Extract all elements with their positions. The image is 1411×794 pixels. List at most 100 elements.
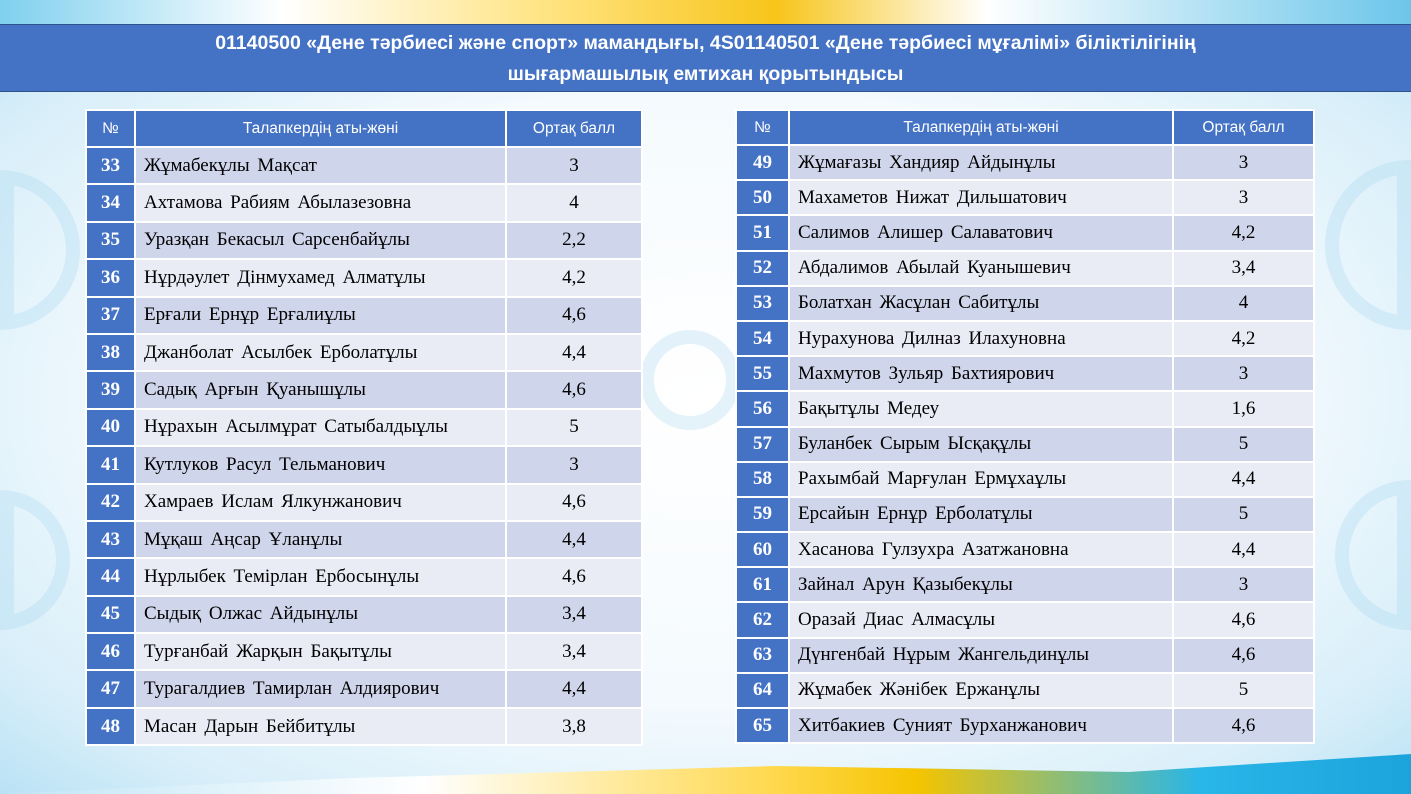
applicant-name: Уразқан Бекасыл Сарсенбайұлы	[134, 220, 507, 261]
table-row: 58 Рахымбай Марғулан Ермұхаұлы 4,4	[735, 460, 1315, 498]
average-score: 3	[505, 445, 643, 485]
average-score: 4	[1172, 284, 1315, 322]
row-number: 56	[735, 390, 790, 428]
average-score: 4,4	[1172, 531, 1315, 569]
table-row: 60 Хасанова Гулзухра Азатжановна 4,4	[735, 531, 1315, 569]
table-row: 61 Зайнал Арун Қазыбекұлы 3	[735, 566, 1315, 604]
decorative-ornament	[1325, 160, 1411, 330]
applicant-name: Оразай Диас Алмасұлы	[788, 601, 1174, 639]
row-number: 50	[735, 179, 790, 217]
applicant-name: Нурахунова Дилназ Илахуновна	[788, 319, 1174, 358]
average-score: 3,8	[505, 706, 643, 747]
applicant-name: Махмутов Зульяр Бахтиярович	[788, 355, 1174, 393]
applicant-name: Махаметов Нижат Дильшатович	[788, 179, 1174, 217]
applicant-name: Рахымбай Марғулан Ермұхаұлы	[788, 460, 1174, 498]
row-number: 35	[85, 220, 136, 261]
applicant-name: Садық Арғын Қуанышұлы	[134, 370, 507, 410]
table-row: 39 Садық Арғын Қуанышұлы 4,6	[85, 370, 643, 410]
table-row: 46 Турғанбай Жарқын Бақытұлы 3,4	[85, 632, 643, 672]
column-header-name: Талапкердің аты-жөні	[134, 109, 507, 148]
average-score: 5	[505, 407, 643, 448]
applicant-name: Турғанбай Жарқын Бақытұлы	[134, 632, 507, 672]
row-number: 53	[735, 284, 790, 322]
decorative-ornament	[1335, 480, 1411, 630]
applicant-name: Жұмағазы Хандияр Айдынұлы	[788, 143, 1174, 182]
table-row: 48 Масан Дарын Бейбитұлы 3,8	[85, 706, 643, 747]
applicant-name: Нұрлыбек Темірлан Ербосынұлы	[134, 557, 507, 597]
decorative-ornament	[0, 170, 80, 330]
average-score: 5	[1172, 671, 1315, 710]
average-score: 3	[1172, 566, 1315, 604]
applicant-name: Турагалдиев Тамирлан Алдиярович	[134, 669, 507, 709]
applicant-name: Джанболат Асылбек Ерболатұлы	[134, 332, 507, 373]
title-line-1: 01140500 «Дене тәрбиесі және спорт» мама…	[215, 32, 1196, 54]
average-score: 3	[1172, 355, 1315, 393]
row-number: 41	[85, 445, 136, 485]
applicant-name: Ерсайын Ернұр Ерболатұлы	[788, 495, 1174, 534]
applicant-name: Дүнгенбай Нұрым Жангельдинұлы	[788, 636, 1174, 674]
average-score: 3,4	[505, 632, 643, 672]
average-score: 4,4	[1172, 460, 1315, 498]
average-score: 4,2	[1172, 319, 1315, 358]
row-number: 45	[85, 594, 136, 635]
table-row: 47 Турагалдиев Тамирлан Алдиярович 4,4	[85, 669, 643, 709]
applicant-name: Болатхан Жасұлан Сабитұлы	[788, 284, 1174, 322]
table-row: 37 Ерғали Ернұр Ерғалиұлы 4,6	[85, 295, 643, 335]
decorative-ornament	[0, 490, 70, 630]
row-number: 51	[735, 214, 790, 252]
applicant-name: Бақытұлы Медеу	[788, 390, 1174, 428]
decorative-bottom-banner	[0, 754, 1411, 794]
table-row: 64 Жұмабек Жәнібек Ержанұлы 5	[735, 671, 1315, 710]
average-score: 4,6	[1172, 601, 1315, 639]
row-number: 57	[735, 425, 790, 463]
table-row: 40 Нұрахын Асылмұрат Сатыбалдыұлы 5	[85, 407, 643, 448]
row-number: 48	[85, 706, 136, 747]
row-number: 37	[85, 295, 136, 335]
applicant-name: Хитбакиев Суният Бурханжанович	[788, 706, 1174, 745]
table-row: 57 Буланбек Сырым Ысқақұлы 5	[735, 425, 1315, 463]
average-score: 1,6	[1172, 390, 1315, 428]
table-header-row: № Талапкердің аты-жөні Ортақ балл	[735, 109, 1315, 146]
column-header-name: Талапкердің аты-жөні	[788, 109, 1174, 146]
table-row: 34 Ахтамова Рабиям Абылазезовна 4	[85, 183, 643, 223]
results-table-right: № Талапкердің аты-жөні Ортақ балл 49 Жұма…	[735, 109, 1315, 745]
average-score: 3,4	[1172, 249, 1315, 287]
table-row: 36 Нұрдәулет Дінмухамед Алматұлы 4,2	[85, 258, 643, 298]
row-number: 63	[735, 636, 790, 674]
row-number: 62	[735, 601, 790, 639]
average-score: 4,2	[1172, 214, 1315, 252]
row-number: 54	[735, 319, 790, 358]
row-number: 39	[85, 370, 136, 410]
table-row: 53 Болатхан Жасұлан Сабитұлы 4	[735, 284, 1315, 322]
row-number: 52	[735, 249, 790, 287]
applicant-name: Хасанова Гулзухра Азатжановна	[788, 531, 1174, 569]
average-score: 4,6	[505, 295, 643, 335]
decorative-top-banner	[0, 0, 1411, 24]
average-score: 2,2	[505, 220, 643, 261]
column-header-score: Ортақ балл	[505, 109, 643, 148]
average-score: 4,6	[1172, 706, 1315, 745]
average-score: 4,4	[505, 669, 643, 709]
table-row: 55 Махмутов Зульяр Бахтиярович 3	[735, 355, 1315, 393]
row-number: 44	[85, 557, 136, 597]
applicant-name: Жұмабекұлы Мақсат	[134, 145, 507, 186]
average-score: 3	[1172, 179, 1315, 217]
column-header-number: №	[85, 109, 136, 148]
table-row: 35 Уразқан Бекасыл Сарсенбайұлы 2,2	[85, 220, 643, 261]
table-row: 49 Жұмағазы Хандияр Айдынұлы 3	[735, 143, 1315, 182]
applicant-name: Сыдық Олжас Айдынұлы	[134, 594, 507, 635]
table-row: 41 Кутлуков Расул Тельманович 3	[85, 445, 643, 485]
row-number: 60	[735, 531, 790, 569]
average-score: 4,6	[505, 557, 643, 597]
average-score: 4	[505, 183, 643, 223]
average-score: 4,4	[505, 519, 643, 560]
applicant-name: Мұқаш Аңсар Ұланұлы	[134, 519, 507, 560]
table-row: 33 Жұмабекұлы Мақсат 3	[85, 145, 643, 186]
applicant-name: Абдалимов Абылай Куанышевич	[788, 249, 1174, 287]
row-number: 64	[735, 671, 790, 710]
average-score: 4,6	[505, 482, 643, 522]
table-row: 54 Нурахунова Дилназ Илахуновна 4,2	[735, 319, 1315, 358]
applicant-name: Салимов Алишер Салаватович	[788, 214, 1174, 252]
row-number: 40	[85, 407, 136, 448]
table-row: 38 Джанболат Асылбек Ерболатұлы 4,4	[85, 332, 643, 373]
